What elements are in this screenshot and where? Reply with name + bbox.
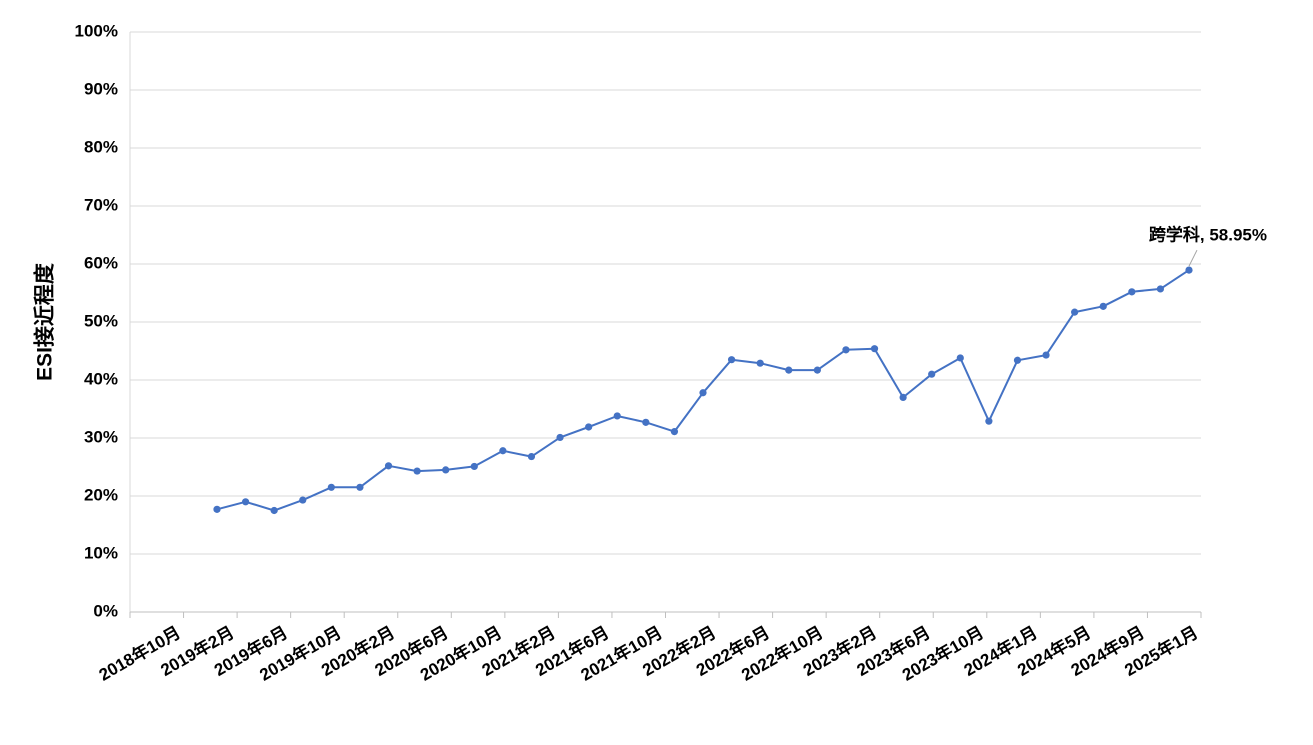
data-point: [1071, 308, 1079, 316]
y-tick-label: 40%: [84, 369, 118, 388]
data-point: [413, 467, 421, 475]
annotations: 跨学科, 58.95%: [1149, 224, 1267, 267]
y-tick-label: 80%: [84, 137, 118, 156]
data-point: [813, 366, 821, 374]
data-point: [699, 389, 707, 397]
gridlines: [130, 31, 1201, 555]
data-point: [1185, 266, 1193, 274]
y-tick-label: 10%: [84, 543, 118, 562]
data-point: [842, 346, 850, 354]
data-point: [1128, 288, 1136, 296]
axes: [129, 32, 1202, 618]
data-point: [613, 412, 621, 420]
data-point: [356, 483, 364, 491]
data-point: [442, 466, 450, 474]
data-point: [928, 370, 936, 378]
data-label-last: 跨学科, 58.95%: [1149, 224, 1267, 244]
data-point: [1013, 356, 1022, 364]
y-tick-label: 70%: [84, 195, 118, 214]
y-tick-label: 100%: [75, 21, 118, 40]
y-axis-title: ESI接近程度: [33, 263, 57, 381]
y-tick-label: 20%: [84, 485, 118, 504]
y-tick-labels: 0% 10% 20% 30% 40% 50% 60% 70% 80% 90% 100%: [75, 21, 118, 620]
data-point: [470, 462, 478, 471]
data-point: [956, 354, 964, 362]
data-point: [327, 483, 335, 491]
y-tick-label: 50%: [84, 311, 118, 330]
data-point: [299, 496, 307, 504]
data-point: [585, 423, 593, 431]
data-point: [899, 393, 907, 401]
x-tick-labels: 2018年10月2019年2月2019年6月2019年10月2020年2月202…: [95, 622, 1201, 685]
y-tick-label: 60%: [84, 253, 118, 272]
data-point: [527, 452, 536, 461]
data-point: [1099, 302, 1107, 310]
data-point: [556, 433, 564, 442]
data-point: [499, 447, 507, 455]
data-point: [670, 428, 679, 436]
data-point: [870, 345, 879, 353]
data-point: [270, 506, 278, 515]
data-point: [384, 462, 393, 470]
data-point: [1156, 285, 1165, 293]
data-point: [1042, 351, 1050, 359]
data-point: [756, 359, 764, 367]
data-point: [642, 418, 650, 426]
series-跨学科: [213, 266, 1193, 515]
annotation-leader-line: [1188, 249, 1198, 267]
data-point: [213, 505, 221, 513]
y-tick-label: 0%: [93, 601, 118, 620]
data-point: [727, 356, 736, 364]
data-point: [241, 498, 250, 506]
data-point: [785, 366, 793, 374]
data-point: [985, 417, 993, 425]
y-tick-label: 30%: [84, 427, 118, 446]
y-tick-label: 90%: [84, 79, 118, 98]
